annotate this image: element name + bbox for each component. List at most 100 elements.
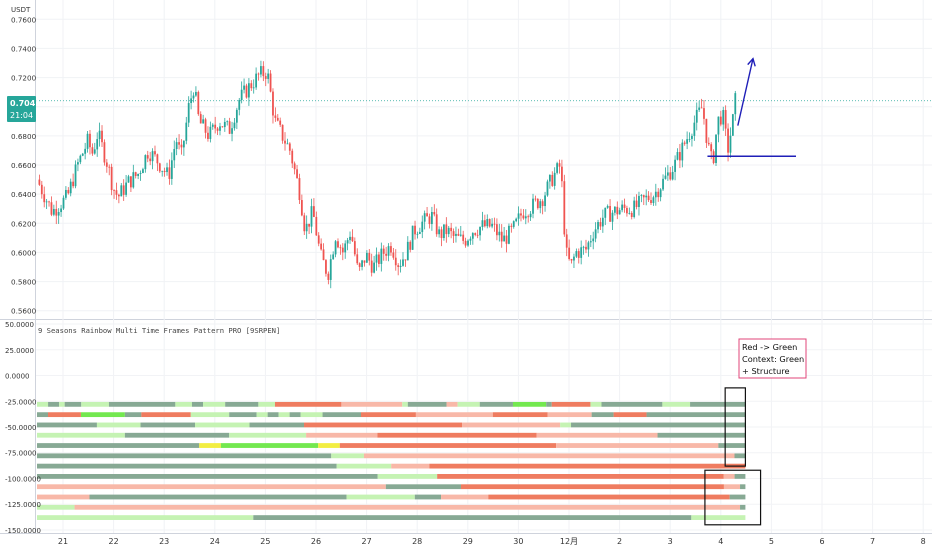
- candle[interactable]: [587, 240, 590, 257]
- candle[interactable]: [226, 120, 229, 126]
- candle[interactable]: [452, 228, 455, 244]
- candle[interactable]: [688, 132, 691, 143]
- candle[interactable]: [662, 174, 664, 192]
- candle[interactable]: [640, 194, 643, 203]
- candle[interactable]: [91, 143, 94, 156]
- candle[interactable]: [142, 167, 144, 174]
- candle[interactable]: [257, 72, 260, 81]
- candle[interactable]: [64, 186, 67, 200]
- candle[interactable]: [529, 211, 532, 221]
- candle[interactable]: [695, 102, 698, 131]
- heatmap-row[interactable]: [37, 412, 746, 418]
- candle[interactable]: [443, 224, 445, 241]
- candle[interactable]: [613, 206, 616, 216]
- candle[interactable]: [238, 97, 241, 116]
- candle[interactable]: [204, 117, 207, 139]
- candle[interactable]: [182, 140, 185, 156]
- candle[interactable]: [55, 200, 58, 225]
- candle[interactable]: [491, 218, 493, 229]
- candle[interactable]: [606, 204, 609, 209]
- heatmap-row[interactable]: [37, 484, 746, 490]
- candle[interactable]: [652, 195, 655, 206]
- candle[interactable]: [163, 167, 166, 177]
- candle[interactable]: [139, 170, 142, 181]
- candle[interactable]: [580, 240, 583, 265]
- candle[interactable]: [325, 259, 327, 277]
- candle[interactable]: [729, 127, 732, 158]
- candle[interactable]: [327, 271, 330, 285]
- candle[interactable]: [650, 192, 652, 205]
- candle[interactable]: [240, 81, 243, 104]
- candle[interactable]: [411, 225, 414, 251]
- candle[interactable]: [464, 237, 467, 248]
- candle[interactable]: [353, 237, 356, 257]
- candle[interactable]: [469, 236, 472, 245]
- candle[interactable]: [698, 100, 701, 112]
- candle[interactable]: [647, 191, 650, 203]
- candle[interactable]: [262, 61, 265, 82]
- candle[interactable]: [382, 245, 385, 261]
- candle[interactable]: [691, 133, 693, 147]
- candle[interactable]: [211, 123, 214, 130]
- candle[interactable]: [337, 238, 339, 249]
- candle[interactable]: [370, 253, 373, 277]
- candle[interactable]: [168, 159, 171, 185]
- candle[interactable]: [599, 217, 602, 231]
- candle[interactable]: [676, 148, 679, 161]
- candle[interactable]: [515, 217, 518, 223]
- heatmap-row[interactable]: [37, 463, 746, 469]
- candle[interactable]: [604, 207, 607, 226]
- candle[interactable]: [414, 220, 416, 240]
- candle[interactable]: [727, 123, 729, 162]
- candle[interactable]: [286, 138, 289, 145]
- candle[interactable]: [645, 189, 648, 206]
- candle[interactable]: [260, 60, 262, 78]
- candle[interactable]: [621, 200, 624, 213]
- candle[interactable]: [524, 209, 527, 225]
- candle[interactable]: [156, 153, 159, 172]
- candle[interactable]: [715, 134, 717, 166]
- candle[interactable]: [195, 86, 197, 97]
- candle[interactable]: [609, 199, 611, 222]
- candle[interactable]: [158, 162, 161, 173]
- candle[interactable]: [556, 161, 558, 175]
- candle[interactable]: [356, 248, 359, 266]
- candle[interactable]: [633, 196, 636, 219]
- candle[interactable]: [479, 226, 481, 241]
- candle[interactable]: [402, 252, 404, 267]
- candle[interactable]: [686, 131, 689, 150]
- candle[interactable]: [313, 198, 315, 218]
- candle[interactable]: [471, 232, 474, 245]
- candle[interactable]: [298, 173, 301, 205]
- candle[interactable]: [178, 134, 180, 150]
- heatmap-row[interactable]: [37, 432, 746, 438]
- candle[interactable]: [423, 210, 426, 230]
- candle[interactable]: [503, 226, 506, 242]
- candle[interactable]: [404, 259, 407, 267]
- candle[interactable]: [418, 227, 421, 235]
- candle[interactable]: [527, 214, 530, 223]
- candle[interactable]: [654, 183, 657, 206]
- candle[interactable]: [137, 173, 140, 180]
- candle[interactable]: [467, 239, 469, 247]
- candle[interactable]: [125, 174, 127, 197]
- candle[interactable]: [305, 215, 308, 239]
- candle[interactable]: [486, 214, 489, 229]
- candle[interactable]: [284, 132, 286, 151]
- candle[interactable]: [522, 209, 525, 220]
- candle[interactable]: [197, 90, 200, 116]
- candle[interactable]: [288, 142, 291, 155]
- candle[interactable]: [199, 111, 202, 124]
- candle[interactable]: [180, 139, 183, 155]
- candle[interactable]: [279, 117, 282, 127]
- candle[interactable]: [243, 78, 245, 94]
- candle[interactable]: [351, 229, 354, 243]
- candle[interactable]: [462, 230, 465, 245]
- candle[interactable]: [409, 240, 412, 253]
- candle[interactable]: [700, 98, 703, 109]
- candle[interactable]: [474, 232, 477, 237]
- candle[interactable]: [638, 191, 640, 216]
- candle[interactable]: [459, 225, 462, 237]
- candle[interactable]: [626, 205, 628, 217]
- candle[interactable]: [334, 239, 337, 258]
